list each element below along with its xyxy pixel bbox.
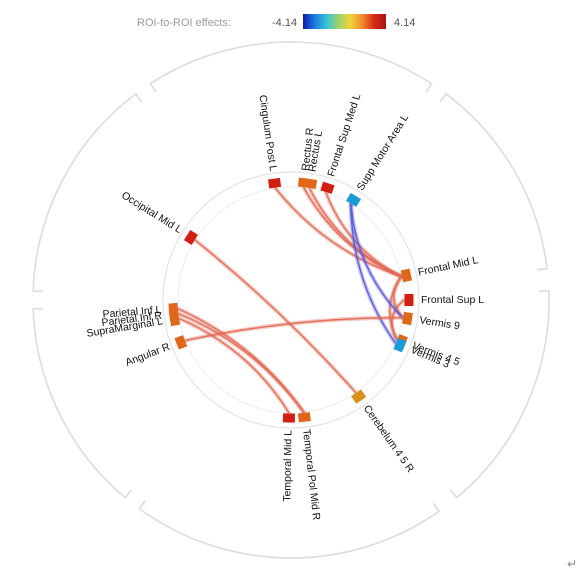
- edge-positive: [178, 313, 305, 413]
- roi-node-label: Occipital Mid L: [119, 189, 184, 236]
- edge-negative: [350, 204, 404, 319]
- outer-ring-segment: [449, 290, 550, 499]
- legend-max-label: 4.14: [394, 17, 415, 29]
- outer-ring-segment: [32, 92, 143, 293]
- edge-positive: [325, 192, 402, 278]
- roi-node-occipital_mid_l: Occipital Mid L: [119, 189, 198, 245]
- roi-node-temporal_pol_mid_r: Temporal Pol Mid R: [297, 412, 322, 521]
- roi-node-marker: [174, 335, 188, 350]
- legend-min-label: -4.14: [272, 17, 297, 29]
- outer-ring-segment: [138, 500, 441, 559]
- roi-node-marker: [351, 389, 367, 404]
- edge-negative: [350, 204, 396, 344]
- roi-node-marker: [168, 302, 179, 316]
- outer-ring-segment: [439, 92, 548, 271]
- roi-node-marker: [346, 192, 362, 207]
- roi-node-label: Temporal Pol Mid R: [300, 428, 322, 521]
- edge-positive: [185, 316, 403, 342]
- outer-segment-ring: [32, 41, 550, 559]
- roi-node-marker: [393, 337, 407, 353]
- edge-positive: [274, 187, 402, 278]
- roi-node-label: Frontal Sup L: [421, 294, 484, 306]
- roi-node-marker: [404, 294, 414, 306]
- roi-node-marker: [268, 177, 282, 189]
- roi-node-temporal_mid_l: Temporal Mid L: [281, 413, 296, 502]
- roi-node-marker: [402, 311, 413, 326]
- roi-node-label: Temporal Mid L: [281, 430, 294, 502]
- roi-node-supp_motor_area_l: Supp Motor Area L: [346, 112, 411, 207]
- inner-reference-circle: [162, 171, 420, 429]
- connection-edges: [176, 185, 407, 416]
- edge-halo: [193, 238, 358, 395]
- legend-title: ROI-to-ROI effects:: [137, 17, 231, 29]
- roi-node-frontal_sup_med_l: Frontal Sup Med L: [320, 92, 363, 194]
- roi-node-parietal_inf_l: Parietal Inf L: [102, 302, 179, 321]
- legend: ROI-to-ROI effects: -4.14 4.14: [137, 14, 415, 29]
- roi-node-marker: [320, 181, 335, 194]
- roi-node-label: Angular R: [124, 341, 172, 369]
- outer-ring-segment: [32, 307, 133, 499]
- roi-node-label: Cerebelum 4 5 R: [361, 403, 417, 475]
- roi-node-label: Vermis 9: [418, 314, 460, 332]
- roi-node-label: Cingulum Post L: [256, 94, 279, 172]
- edge-positive: [179, 318, 290, 414]
- roi-node-label: Frontal Sup Med L: [325, 92, 363, 178]
- roi-node-frontal_sup_l: Frontal Sup L: [404, 294, 484, 306]
- edge-positive: [194, 239, 357, 394]
- roi-node-marker: [297, 412, 311, 423]
- roi-node-cerebelum_4_5_r: Cerebelum 4 5 R: [351, 389, 417, 475]
- roi-node-label: Frontal Mid L: [417, 254, 480, 279]
- outer-ring-segment: [149, 41, 433, 93]
- roi-node-vermis_9: Vermis 9: [402, 311, 461, 332]
- roi-node-marker: [303, 178, 318, 190]
- roi-node-angular_r: Angular R: [124, 335, 188, 369]
- roi-node-marker: [183, 229, 198, 245]
- roi-node-label: Supp Motor Area L: [355, 112, 412, 193]
- roi-node-marker: [282, 413, 296, 423]
- return-mark: ↵: [567, 557, 577, 571]
- legend-colorbar: [303, 14, 386, 29]
- roi-node-marker: [400, 268, 413, 283]
- roi-node-label: Rectus R: [300, 127, 317, 172]
- roi-node-label: Parietal Inf L: [102, 304, 162, 321]
